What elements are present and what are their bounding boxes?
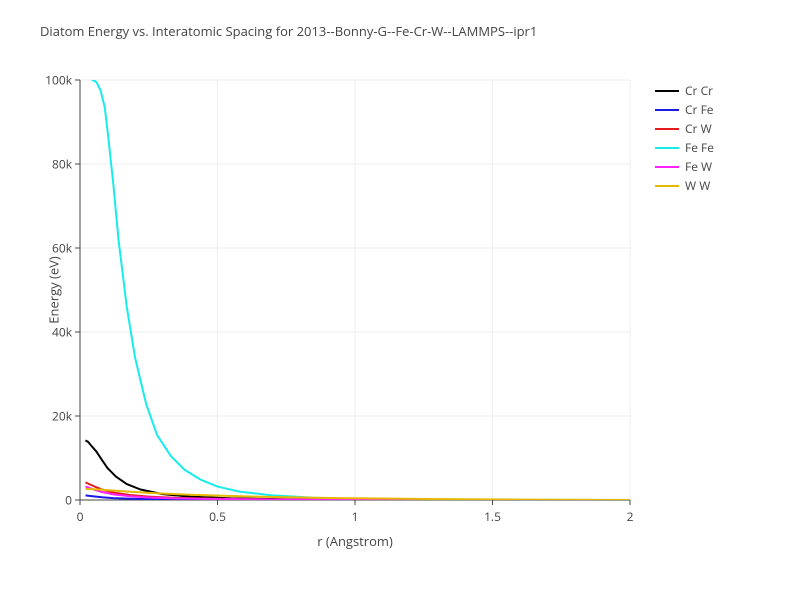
legend-label: Cr Fe [685, 101, 714, 118]
x-tick-label: 2 [627, 508, 634, 525]
x-tick-label: 1 [352, 508, 359, 525]
y-tick-label: 20k [52, 408, 72, 425]
y-tick-label: 40k [52, 324, 72, 341]
legend-item[interactable]: Cr W [655, 120, 712, 137]
x-axis-label: r (Angstrom) [317, 532, 393, 550]
legend-item[interactable]: Fe W [655, 158, 712, 175]
legend-item[interactable]: Cr Cr [655, 82, 713, 99]
legend-label: Cr W [685, 120, 712, 137]
legend-label: Fe Fe [685, 139, 714, 156]
x-tick-label: 1.5 [484, 508, 501, 525]
y-tick-label: 100k [45, 72, 72, 89]
x-tick-label: 0 [77, 508, 84, 525]
legend-color-line [655, 90, 679, 92]
legend-color-line [655, 185, 679, 187]
legend-color-line [655, 109, 679, 111]
x-tick-label: 0.5 [209, 508, 226, 525]
legend-label: Cr Cr [685, 82, 713, 99]
legend-item[interactable]: W W [655, 177, 710, 194]
y-tick-label: 80k [52, 156, 72, 173]
y-tick-label: 60k [52, 240, 72, 257]
legend-color-line [655, 147, 679, 149]
legend-color-line [655, 166, 679, 168]
legend-color-line [655, 128, 679, 130]
y-tick-label: 0 [65, 492, 72, 509]
legend-item[interactable]: Fe Fe [655, 139, 714, 156]
legend-item[interactable]: Cr Fe [655, 101, 714, 118]
legend-label: W W [685, 177, 710, 194]
y-axis-label: Energy (eV) [45, 256, 63, 323]
legend-label: Fe W [685, 158, 712, 175]
series-line [86, 78, 631, 500]
